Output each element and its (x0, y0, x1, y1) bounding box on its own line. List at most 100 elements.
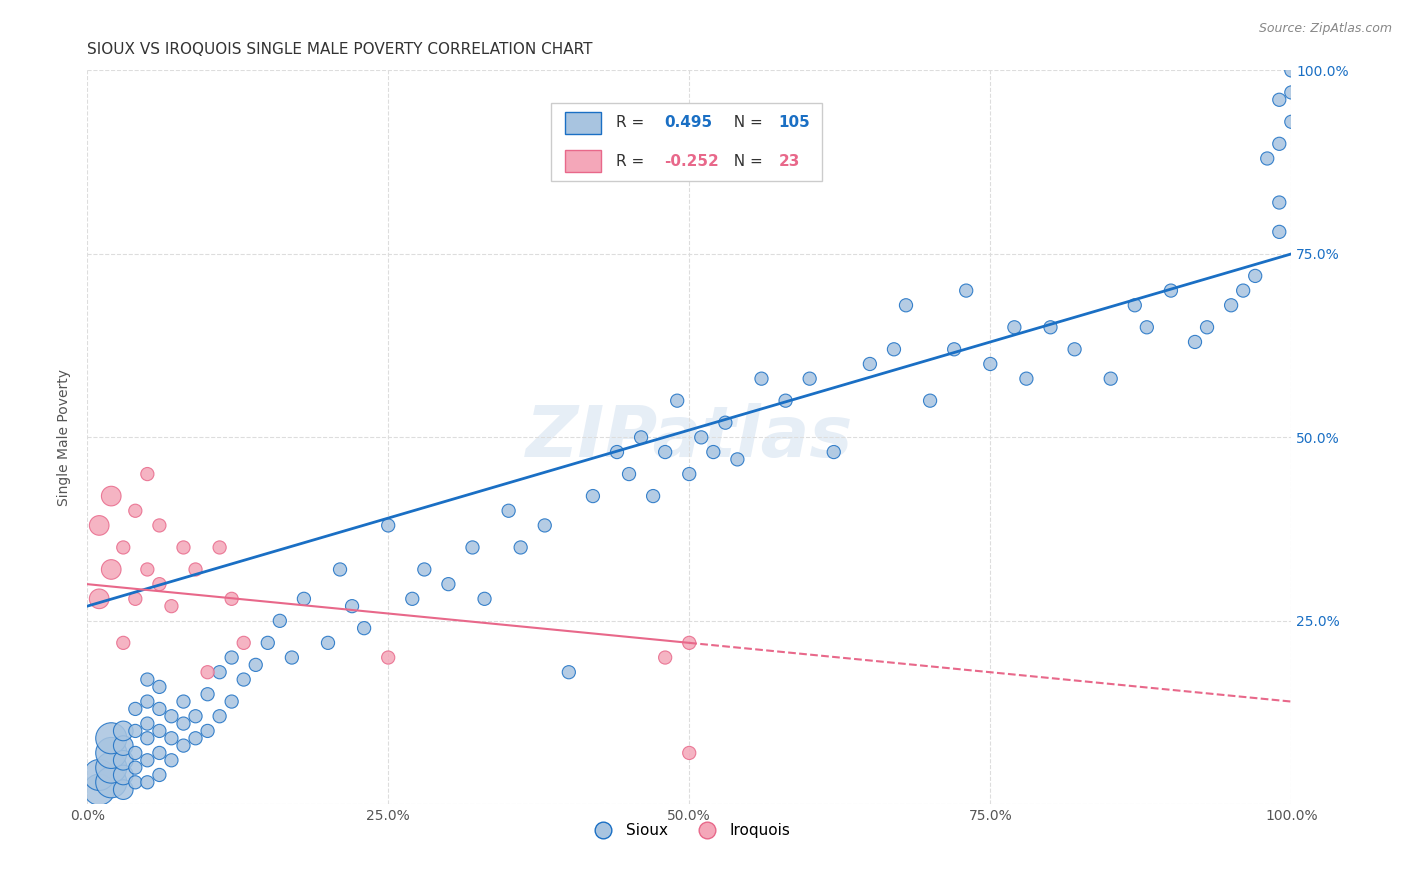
Point (112, 541, 135, 555)
Point (89, 591, 111, 606)
Text: -0.252: -0.252 (664, 153, 718, 169)
Point (437, 577, 460, 591)
Point (1160, 284, 1182, 298)
Point (690, 430, 713, 444)
Point (979, 357, 1001, 371)
Point (136, 716, 159, 731)
Point (112, 723, 135, 738)
Point (184, 562, 207, 576)
Point (160, 731, 183, 746)
Text: ZIPatlas: ZIPatlas (526, 403, 853, 472)
FancyBboxPatch shape (551, 103, 821, 180)
Point (413, 562, 436, 576)
Text: 23: 23 (779, 153, 800, 169)
Point (859, 357, 882, 371)
Point (1232, 284, 1254, 298)
Point (184, 709, 207, 723)
Point (136, 695, 159, 709)
Point (269, 614, 291, 628)
Point (1268, 225, 1291, 239)
Point (461, 541, 484, 555)
Point (533, 518, 555, 533)
Point (509, 541, 531, 555)
Point (112, 768, 135, 782)
Point (1279, 63, 1302, 78)
Text: N =: N = (724, 153, 768, 169)
Point (100, 775, 122, 789)
Point (173, 695, 195, 709)
Point (100, 731, 122, 746)
Point (112, 782, 135, 797)
Point (1268, 195, 1291, 210)
Text: 0.495: 0.495 (664, 115, 711, 130)
Point (1015, 372, 1038, 386)
Text: N =: N = (724, 115, 768, 130)
Point (654, 445, 676, 459)
Point (124, 746, 146, 760)
Point (100, 761, 122, 775)
FancyBboxPatch shape (565, 150, 602, 172)
Point (474, 591, 496, 606)
Point (943, 343, 966, 357)
Point (136, 562, 159, 576)
Point (256, 636, 278, 650)
Point (148, 702, 170, 716)
Point (124, 723, 146, 738)
Point (136, 673, 159, 687)
Point (340, 599, 363, 614)
Legend: Sioux, Iroquois: Sioux, Iroquois (582, 817, 796, 845)
Point (148, 577, 170, 591)
Point (1279, 115, 1302, 129)
Point (160, 599, 183, 614)
Point (136, 467, 159, 481)
Point (136, 753, 159, 767)
Point (1099, 372, 1122, 386)
Point (678, 746, 700, 760)
Point (1136, 320, 1159, 334)
Point (799, 372, 821, 386)
Point (112, 739, 135, 753)
Point (173, 716, 195, 731)
Point (630, 430, 652, 444)
Point (124, 775, 146, 789)
Point (823, 445, 845, 459)
Point (329, 562, 352, 576)
Point (401, 591, 423, 606)
Point (208, 541, 231, 555)
Point (197, 665, 219, 680)
Point (124, 702, 146, 716)
Point (197, 687, 219, 701)
Point (148, 768, 170, 782)
Point (654, 650, 676, 665)
Text: SIOUX VS IROQUOIS SINGLE MALE POVERTY CORRELATION CHART: SIOUX VS IROQUOIS SINGLE MALE POVERTY CO… (87, 42, 593, 57)
Point (148, 518, 170, 533)
Point (617, 467, 640, 481)
Point (725, 452, 748, 467)
Point (89, 782, 111, 797)
Point (606, 445, 628, 459)
Y-axis label: Single Male Poverty: Single Male Poverty (58, 369, 72, 506)
Point (245, 657, 267, 672)
Text: Source: ZipAtlas.com: Source: ZipAtlas.com (1258, 22, 1392, 36)
Point (221, 650, 243, 665)
Point (1195, 320, 1218, 334)
Point (160, 753, 183, 767)
Point (148, 680, 170, 694)
Point (1268, 93, 1291, 107)
Point (714, 416, 737, 430)
Point (136, 775, 159, 789)
Point (89, 768, 111, 782)
Point (353, 621, 375, 635)
Point (197, 723, 219, 738)
Point (894, 298, 917, 312)
Point (292, 591, 315, 606)
Point (702, 445, 724, 459)
Point (112, 636, 135, 650)
Point (1279, 86, 1302, 100)
Point (173, 541, 195, 555)
Point (377, 518, 399, 533)
Point (160, 709, 183, 723)
Point (124, 591, 146, 606)
Point (124, 504, 146, 518)
Point (377, 650, 399, 665)
